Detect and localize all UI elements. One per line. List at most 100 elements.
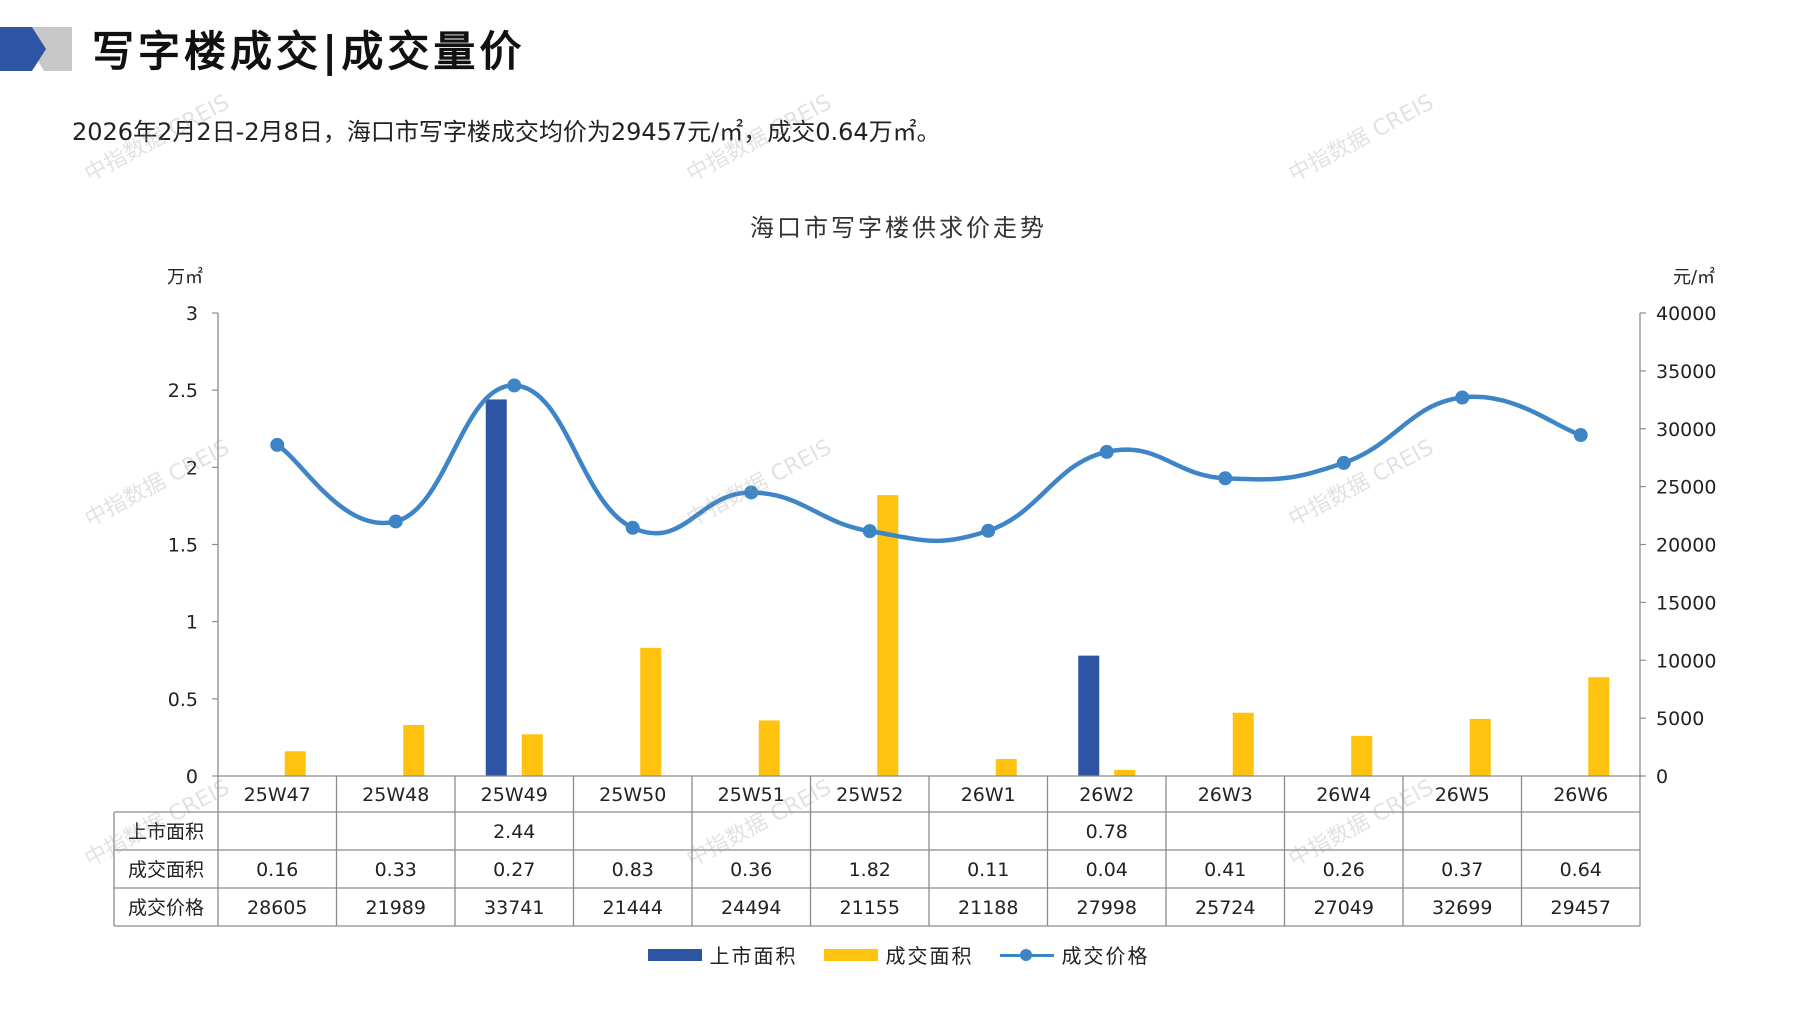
data-label: 0.37 <box>1441 859 1483 881</box>
logo-block <box>0 27 72 71</box>
data-label: 33741 <box>484 897 544 919</box>
data-label: 27998 <box>1077 897 1137 919</box>
category-tick-label: 26W2 <box>1079 784 1134 806</box>
price-point <box>388 514 403 529</box>
table-row-label: 成交价格 <box>128 897 204 919</box>
right-axis-tick-label: 30000 <box>1656 419 1716 441</box>
price-line <box>275 383 1582 544</box>
price-point <box>1218 471 1233 486</box>
chart-legend: 上市面积 成交面积 成交价格 <box>0 940 1797 969</box>
summary-text: 2026年2月2日-2月8日，海口市写字楼成交均价为29457元/㎡，成交0.6… <box>72 118 941 146</box>
data-label: 28605 <box>247 897 307 919</box>
supply-bar <box>1078 655 1100 776</box>
price-point <box>507 378 522 393</box>
price-point <box>744 485 759 500</box>
supply-bar <box>485 399 507 776</box>
left-axis-tick-label: 2.5 <box>168 380 198 402</box>
left-axis-tick-label: 0.5 <box>168 689 198 711</box>
category-tick-label: 26W6 <box>1553 784 1608 806</box>
data-label: 21989 <box>366 897 426 919</box>
left-axis-unit: 万㎡ <box>167 266 203 288</box>
category-tick-label: 25W51 <box>718 784 785 806</box>
logo-blue-shape <box>0 27 46 71</box>
legend-swatch-price <box>999 948 1054 961</box>
data-label: 2.44 <box>493 821 535 843</box>
price-point <box>1455 390 1470 405</box>
legend-swatch-transaction-area <box>823 948 878 961</box>
price-point <box>981 523 996 538</box>
data-label: 21155 <box>840 897 900 919</box>
legend-label-price: 成交价格 <box>1061 944 1150 968</box>
category-tick-label: 26W5 <box>1435 784 1490 806</box>
category-tick-label: 25W47 <box>244 784 311 806</box>
data-label: 0.33 <box>375 859 417 881</box>
legend-label-transaction-area: 成交面积 <box>885 944 974 968</box>
legend-item-transaction-area: 成交面积 <box>823 940 974 969</box>
price-point <box>1573 428 1588 443</box>
transaction-area-bar <box>877 495 899 776</box>
data-label: 0.41 <box>1204 859 1246 881</box>
data-label: 0.11 <box>967 859 1009 881</box>
data-label: 0.27 <box>493 859 535 881</box>
transaction-area-bar <box>1469 718 1491 776</box>
data-label: 21188 <box>958 897 1018 919</box>
category-tick-label: 25W48 <box>362 784 429 806</box>
legend-item-supply: 上市面积 <box>647 940 798 969</box>
price-point <box>270 437 285 452</box>
transaction-area-bar <box>1114 769 1136 776</box>
legend-label-supply: 上市面积 <box>709 944 798 968</box>
transaction-area-bar <box>1588 677 1610 776</box>
left-axis-tick-label: 1.5 <box>168 535 198 557</box>
right-axis-tick-label: 5000 <box>1656 708 1704 730</box>
left-axis-tick-label: 2 <box>186 457 198 479</box>
left-axis-tick-label: 3 <box>186 303 198 325</box>
left-axis-tick-label: 0 <box>186 766 198 788</box>
data-label: 0.78 <box>1086 821 1128 843</box>
transaction-area-bar <box>1232 712 1254 776</box>
data-label: 0.36 <box>730 859 772 881</box>
right-axis-tick-label: 0 <box>1656 766 1668 788</box>
data-label: 21444 <box>603 897 663 919</box>
table-row-label: 上市面积 <box>128 821 204 843</box>
data-label: 25724 <box>1195 897 1255 919</box>
category-tick-label: 25W50 <box>599 784 666 806</box>
data-label: 0.64 <box>1560 859 1602 881</box>
data-label: 24494 <box>721 897 781 919</box>
legend-swatch-supply <box>647 948 702 961</box>
chart-title: 海口市写字楼供求价走势 <box>750 214 1047 242</box>
right-axis-tick-label: 15000 <box>1656 592 1716 614</box>
data-label: 0.83 <box>612 859 654 881</box>
right-axis-unit: 元/㎡ <box>1673 266 1715 288</box>
transaction-area-bar <box>284 751 306 776</box>
data-label: 32699 <box>1432 897 1492 919</box>
category-tick-label: 25W49 <box>481 784 548 806</box>
data-label: 29457 <box>1551 897 1611 919</box>
price-point <box>625 520 640 535</box>
transaction-area-bar <box>1351 735 1373 776</box>
left-axis-tick-label: 1 <box>186 612 198 634</box>
price-point <box>1336 455 1351 470</box>
data-label: 0.16 <box>256 859 298 881</box>
transaction-area-bar <box>758 720 780 776</box>
category-tick-label: 26W1 <box>961 784 1016 806</box>
category-tick-label: 25W52 <box>836 784 903 806</box>
category-tick-label: 26W3 <box>1198 784 1253 806</box>
data-label: 27049 <box>1314 897 1374 919</box>
table-row-label: 成交面积 <box>128 859 204 881</box>
transaction-area-bar <box>640 647 662 776</box>
right-axis-tick-label: 40000 <box>1656 303 1716 325</box>
price-point <box>1099 444 1114 459</box>
transaction-area-bar <box>403 725 425 776</box>
right-axis-tick-label: 35000 <box>1656 361 1716 383</box>
legend-item-price: 成交价格 <box>999 940 1150 969</box>
right-axis-tick-label: 10000 <box>1656 650 1716 672</box>
data-label: 0.04 <box>1086 859 1128 881</box>
right-axis-tick-label: 20000 <box>1656 535 1716 557</box>
page-title: 写字楼成交|成交量价 <box>92 27 526 76</box>
transaction-area-bar <box>995 759 1017 776</box>
price-point <box>862 524 877 539</box>
right-axis-tick-label: 25000 <box>1656 477 1716 499</box>
category-tick-label: 26W4 <box>1316 784 1371 806</box>
data-label: 1.82 <box>849 859 891 881</box>
